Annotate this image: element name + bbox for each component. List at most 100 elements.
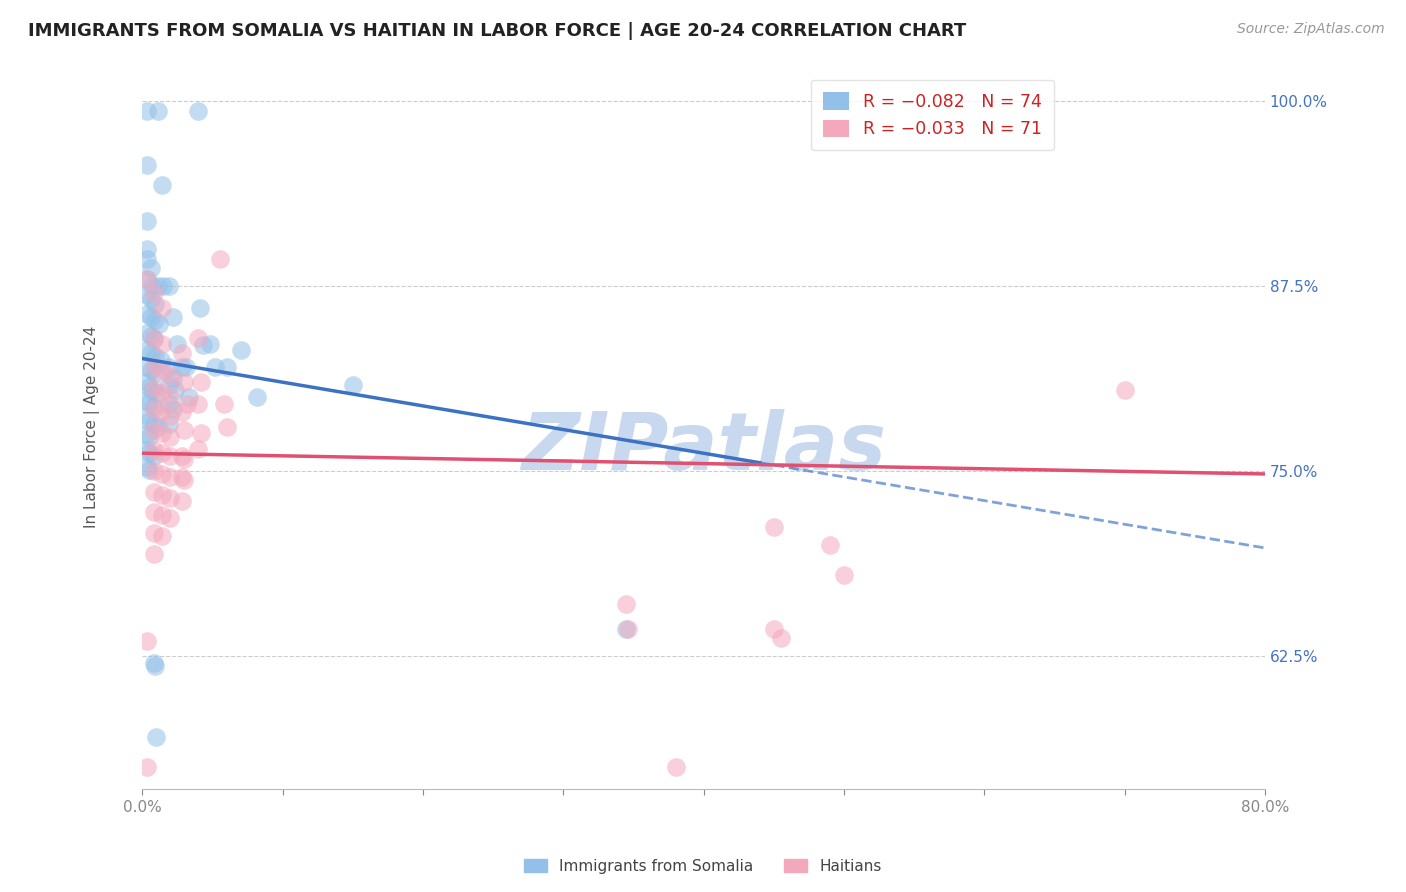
Point xyxy=(142,417,165,431)
Point xyxy=(163,383,186,397)
Point xyxy=(157,397,180,411)
Point xyxy=(142,464,165,478)
Point xyxy=(143,367,166,381)
Point xyxy=(159,511,181,525)
Point xyxy=(188,301,211,316)
Point xyxy=(818,538,841,552)
Point xyxy=(135,634,157,648)
Point xyxy=(762,520,785,534)
Point xyxy=(159,430,181,444)
Point xyxy=(150,446,173,460)
Point xyxy=(135,271,157,285)
Point xyxy=(143,349,166,363)
Point xyxy=(190,425,212,440)
Point xyxy=(159,491,181,505)
Point xyxy=(159,470,181,484)
Point xyxy=(150,385,173,400)
Point xyxy=(135,375,157,389)
Point xyxy=(148,318,170,332)
Point xyxy=(142,484,165,499)
Point xyxy=(215,419,238,434)
Point xyxy=(135,427,157,442)
Point xyxy=(141,279,163,293)
Point xyxy=(135,288,157,302)
Point xyxy=(138,430,160,444)
Point xyxy=(173,375,195,389)
Point xyxy=(142,657,165,671)
Point xyxy=(139,363,162,377)
Point xyxy=(146,279,169,293)
Point xyxy=(152,279,174,293)
Point xyxy=(139,329,162,343)
Point xyxy=(135,307,157,321)
Point xyxy=(135,214,157,228)
Point xyxy=(157,378,180,392)
Point xyxy=(157,279,180,293)
Point xyxy=(142,443,165,458)
Point xyxy=(145,731,167,745)
Point xyxy=(191,338,214,352)
Point xyxy=(198,336,221,351)
Point xyxy=(166,336,188,351)
Point xyxy=(187,104,209,119)
Point xyxy=(150,529,173,543)
Point xyxy=(142,286,165,301)
Point xyxy=(173,423,195,437)
Point xyxy=(769,631,792,645)
Point xyxy=(215,360,238,375)
Point xyxy=(150,425,173,440)
Point xyxy=(142,449,165,463)
Point xyxy=(162,310,184,324)
Point xyxy=(135,443,157,458)
Point xyxy=(150,178,173,193)
Point xyxy=(150,488,173,502)
Point xyxy=(143,659,166,673)
Point xyxy=(135,360,157,375)
Point xyxy=(187,442,209,456)
Point xyxy=(190,375,212,389)
Point xyxy=(139,293,162,307)
Point xyxy=(150,405,173,419)
Point xyxy=(138,462,160,476)
Point xyxy=(159,449,181,463)
Point xyxy=(342,378,364,392)
Point xyxy=(135,242,157,256)
Point xyxy=(142,331,165,345)
Point xyxy=(142,526,165,541)
Point xyxy=(176,397,198,411)
Point xyxy=(135,760,157,774)
Point xyxy=(212,397,235,411)
Point xyxy=(146,104,169,119)
Point xyxy=(762,623,785,637)
Point xyxy=(135,343,157,357)
Text: ZIPatlas: ZIPatlas xyxy=(522,409,886,487)
Point xyxy=(142,401,165,415)
Point xyxy=(142,401,165,416)
Point xyxy=(170,405,193,419)
Point xyxy=(135,252,157,267)
Point xyxy=(832,567,855,582)
Point xyxy=(149,353,172,368)
Point xyxy=(170,360,193,375)
Point xyxy=(170,345,193,359)
Point xyxy=(162,371,184,385)
Point xyxy=(150,301,173,316)
Point xyxy=(174,360,197,375)
Point xyxy=(204,360,226,375)
Point xyxy=(139,345,162,359)
Point xyxy=(142,547,165,561)
Text: Source: ZipAtlas.com: Source: ZipAtlas.com xyxy=(1237,22,1385,37)
Point xyxy=(141,383,163,397)
Point xyxy=(170,470,193,484)
Point xyxy=(159,409,181,424)
Point xyxy=(187,397,209,411)
Point xyxy=(150,508,173,523)
Point xyxy=(170,449,193,463)
Point xyxy=(173,452,195,467)
Point xyxy=(157,360,180,375)
Point xyxy=(135,271,157,285)
Point xyxy=(150,467,173,481)
Point xyxy=(170,493,193,508)
Point xyxy=(142,505,165,519)
Point xyxy=(145,385,167,400)
